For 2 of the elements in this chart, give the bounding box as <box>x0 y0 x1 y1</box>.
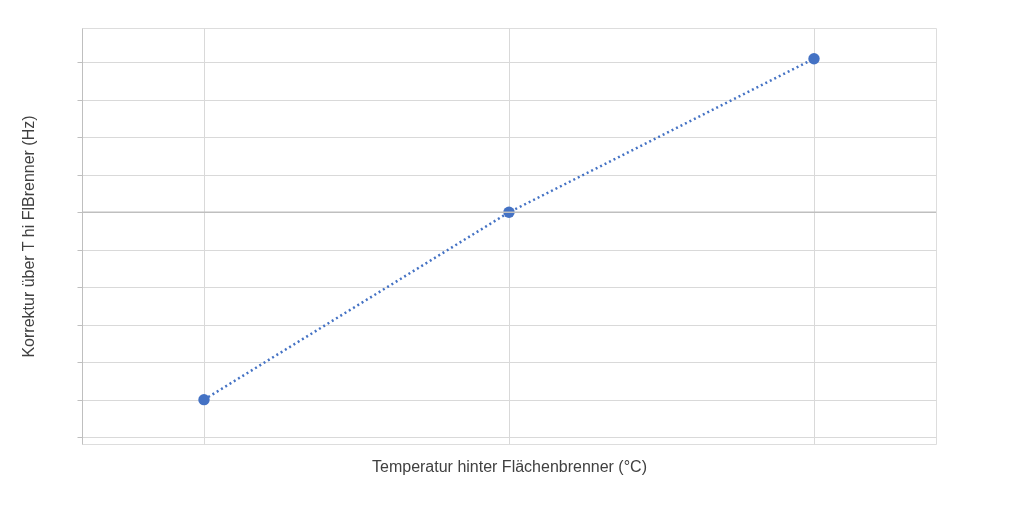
x-axis-title: Temperatur hinter Flächenbrenner (°C) <box>372 457 647 475</box>
y-axis-title: Korrektur über T hi FlBrenner (Hz) <box>20 115 37 358</box>
